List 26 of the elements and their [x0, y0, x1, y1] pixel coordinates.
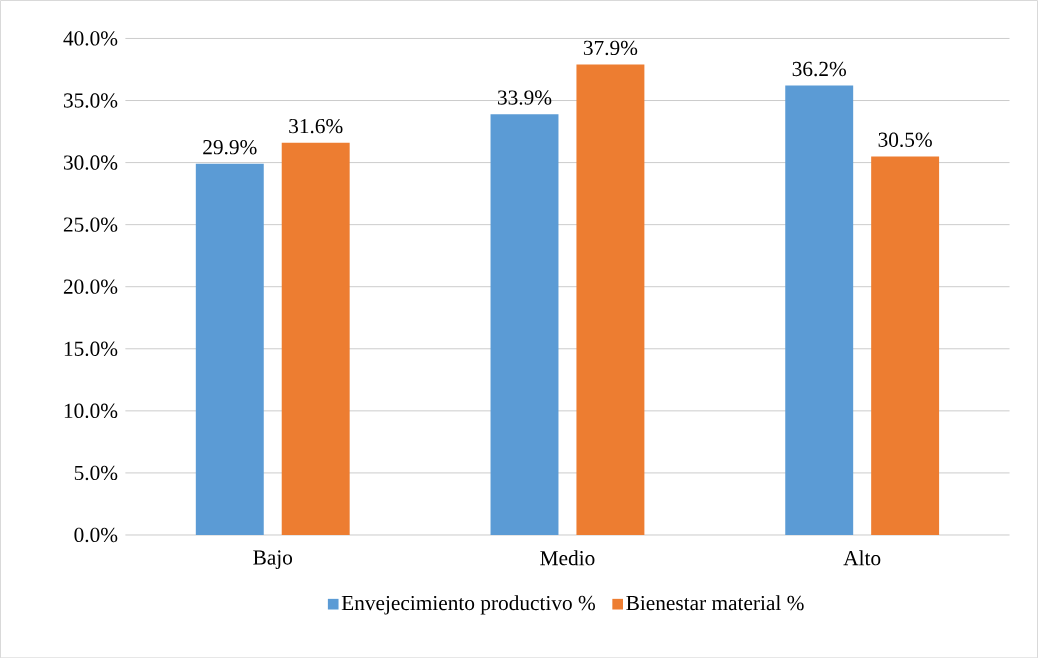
bar	[490, 114, 559, 535]
bar	[871, 156, 940, 535]
legend-label: Envejecimiento productivo %	[341, 595, 595, 615]
data-label: 33.9%	[498, 90, 552, 105]
y-tick-label: 5.0%	[74, 465, 118, 480]
y-tick-label: 35.0%	[63, 93, 118, 108]
data-label: 36.2%	[792, 61, 847, 77]
legend-label: Bienestar material %	[626, 595, 804, 611]
data-label: 31.6%	[289, 118, 343, 134]
y-tick-label: 25.0%	[63, 217, 118, 232]
y-tick-label: 0.0%	[74, 527, 118, 543]
y-tick-label: 20.0%	[63, 279, 118, 294]
data-label: 37.9%	[583, 40, 638, 55]
y-tick-label: 10.0%	[64, 403, 118, 418]
y-tick-label: 30.0%	[63, 155, 118, 170]
bar	[785, 85, 854, 535]
x-tick-label: Medio	[540, 550, 595, 566]
data-label: 30.5%	[878, 132, 932, 147]
data-label: 29.9%	[203, 139, 257, 155]
x-tick-label: Alto	[843, 550, 881, 566]
bar	[576, 64, 645, 535]
bar	[195, 163, 264, 535]
bar	[281, 142, 350, 535]
y-tick-label: 40.0%	[63, 31, 118, 46]
x-tick-label: Bajo	[253, 550, 293, 569]
y-tick-label: 15.0%	[64, 341, 118, 356]
